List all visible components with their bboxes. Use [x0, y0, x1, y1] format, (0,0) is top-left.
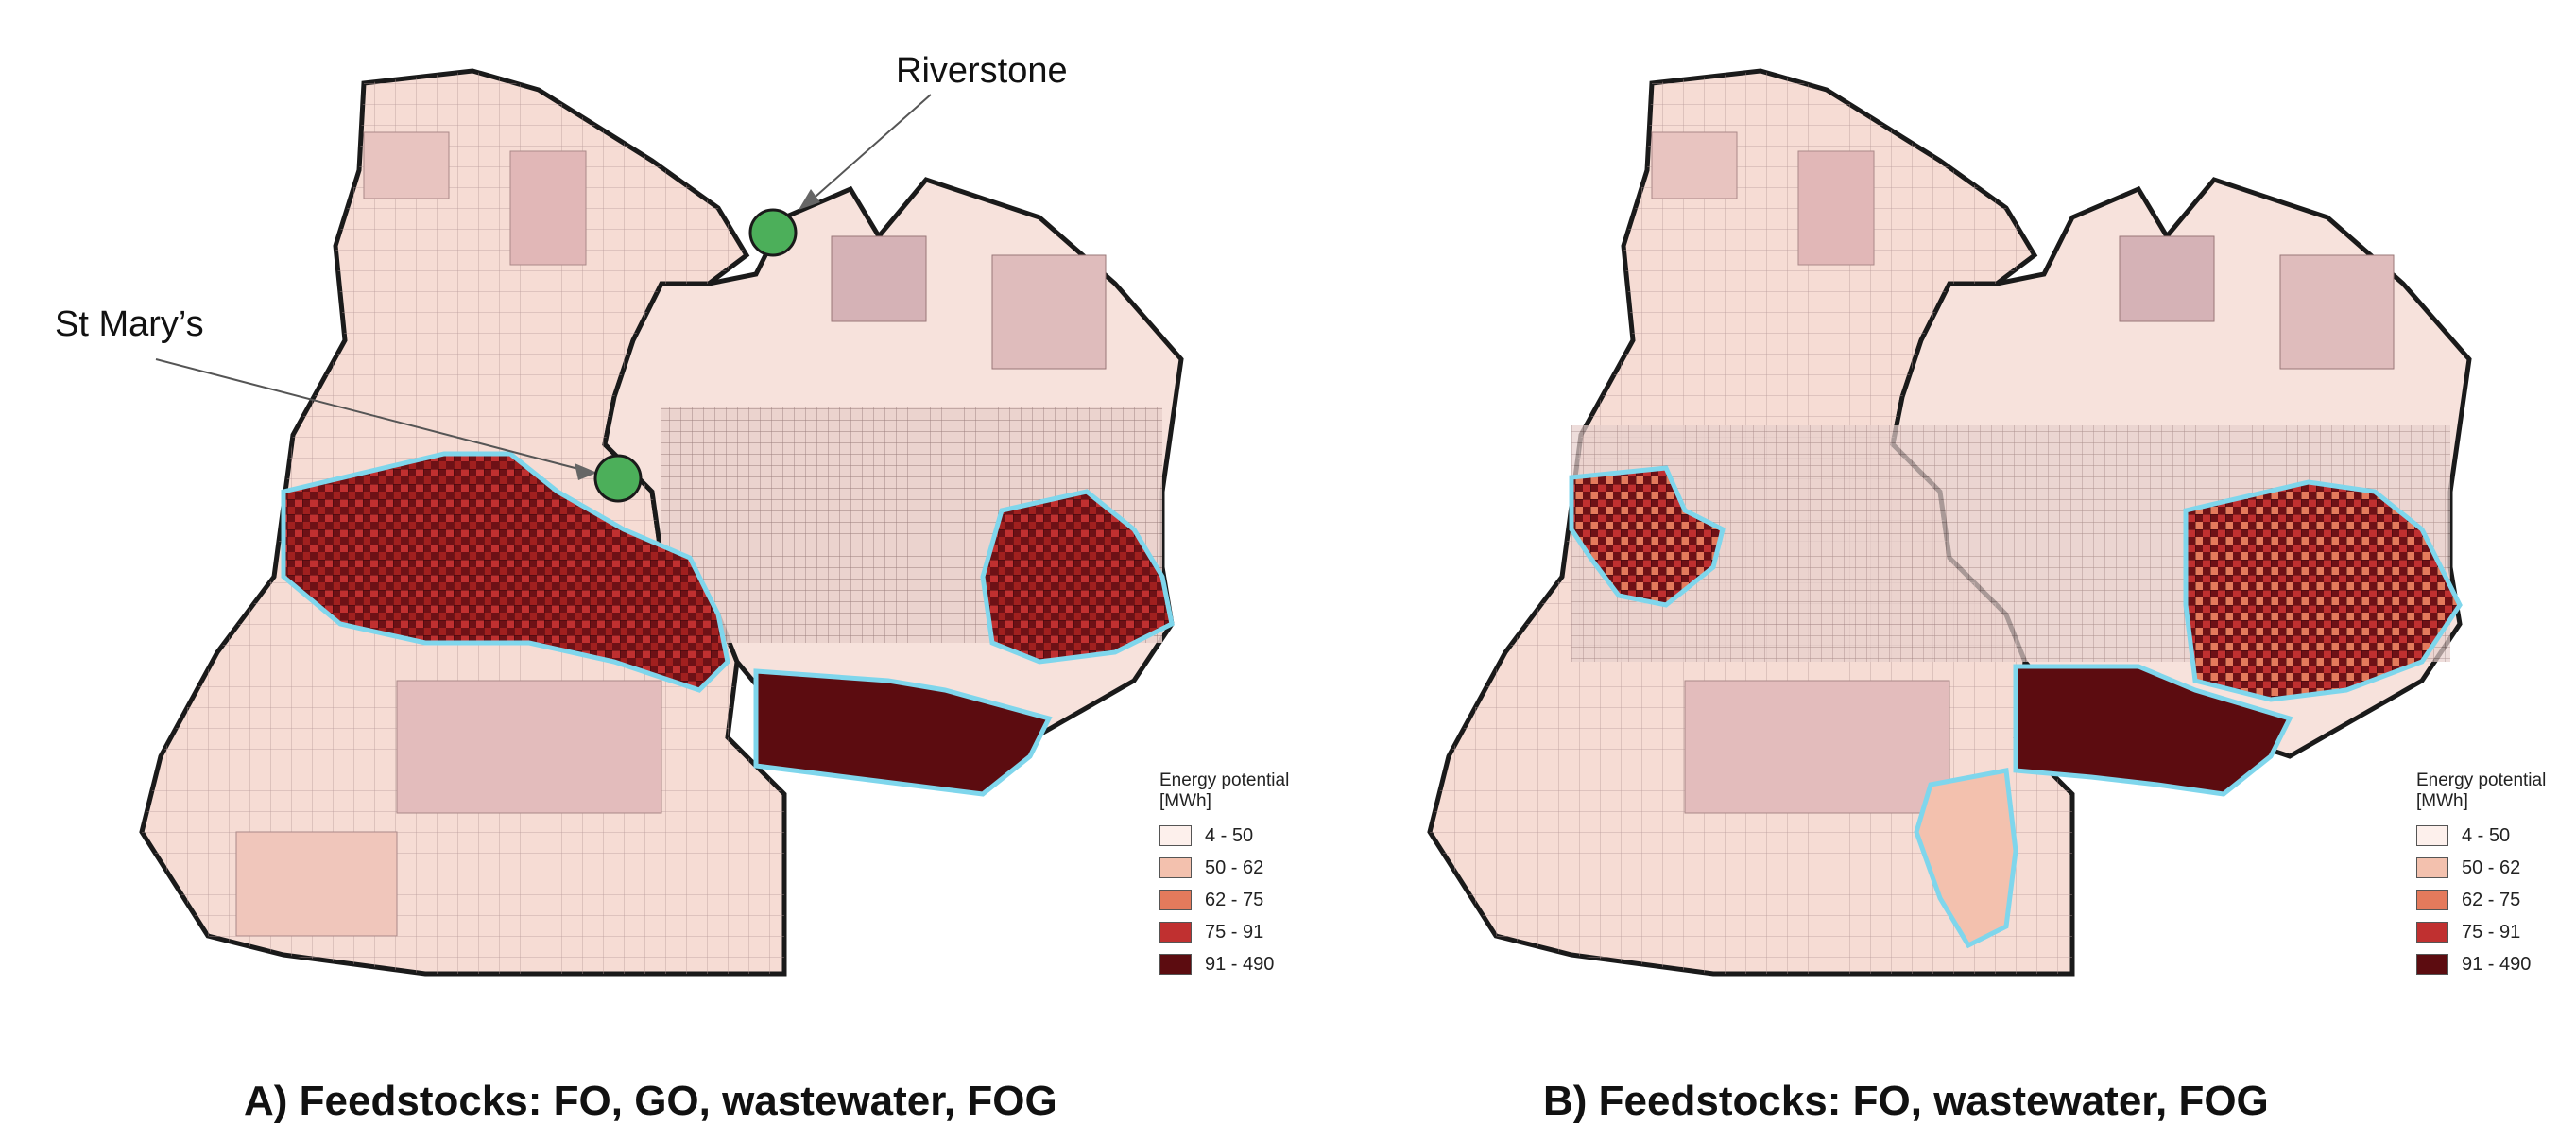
- muted-tract-4: [2119, 235, 2215, 322]
- legend-label: 50 - 62: [2462, 856, 2521, 878]
- muted-tract-4: [831, 235, 927, 322]
- legend-label: 62 - 75: [2462, 889, 2521, 910]
- muted-tract-2: [1797, 150, 1875, 266]
- st-marys-arrowhead: [575, 463, 597, 480]
- legend-swatch: [1159, 825, 1192, 846]
- muted-tract-3: [396, 680, 662, 814]
- panel-caption-a: A) Feedstocks: FO, GO, wastewater, FOG: [244, 1078, 1057, 1124]
- riverstone-plant-marker: [748, 208, 798, 257]
- legend-title: Energy potential [MWh]: [2416, 770, 2547, 811]
- high-potential-zone-east: [2183, 479, 2463, 702]
- legend-swatch: [2416, 825, 2448, 846]
- muted-tract-5: [2279, 254, 2395, 370]
- legend-label: 50 - 62: [1205, 856, 1264, 878]
- muted-tract-1: [1651, 131, 1738, 199]
- legend-swatch: [2416, 857, 2448, 878]
- legend-label: 91 - 490: [1205, 953, 1275, 975]
- muted-tract-6: [235, 831, 398, 937]
- high-potential-zone-east: [980, 489, 1175, 665]
- riverstone-label: Riverstone: [896, 51, 1068, 91]
- riverstone-leader-line: [807, 94, 932, 204]
- legend-item: 4 - 50: [2416, 820, 2576, 852]
- legend-item: 91 - 490: [1159, 948, 1330, 980]
- legend-item: 4 - 50: [1159, 820, 1330, 852]
- map-panel-a: Riverstone St Mary’s Energy potential [M…: [55, 51, 1289, 1124]
- legend-b: Energy potential [MWh] 4 - 50 50 - 62 62…: [2416, 770, 2576, 980]
- muted-tract-3: [1684, 680, 1950, 814]
- high-potential-zone-west: [281, 451, 730, 693]
- legend-label: 4 - 50: [1205, 824, 1254, 846]
- legend-swatch: [1159, 922, 1192, 943]
- legend-swatch: [2416, 954, 2448, 975]
- legend-item: 75 - 91: [1159, 916, 1330, 948]
- legend-swatch: [2416, 922, 2448, 943]
- st-marys-leader-line: [155, 358, 587, 472]
- legend-label: 75 - 91: [1205, 921, 1264, 943]
- legend-title: Energy potential [MWh]: [1159, 770, 1290, 811]
- legend-swatch: [1159, 857, 1192, 878]
- legend-item: 91 - 490: [2416, 948, 2576, 980]
- legend-label: 91 - 490: [2462, 953, 2532, 975]
- st-marys-plant-marker: [593, 454, 643, 503]
- legend-label: 75 - 91: [2462, 921, 2521, 943]
- legend-label: 4 - 50: [2462, 824, 2511, 846]
- muted-tract-5: [991, 254, 1107, 370]
- high-potential-zone-south: [2013, 664, 2293, 797]
- high-potential-zone-south: [753, 668, 1053, 797]
- panel-caption-b: B) Feedstocks: FO, wastewater, FOG: [1543, 1078, 2269, 1124]
- legend-a: Energy potential [MWh] 4 - 50 50 - 62 62…: [1159, 770, 1330, 980]
- legend-swatch: [1159, 890, 1192, 910]
- legend-item: 50 - 62: [1159, 852, 1330, 884]
- muted-tract-1: [363, 131, 450, 199]
- legend-swatch: [2416, 890, 2448, 910]
- high-potential-zone-west: [1569, 465, 1726, 608]
- legend-item: 50 - 62: [2416, 852, 2576, 884]
- legend-item: 75 - 91: [2416, 916, 2576, 948]
- legend-item: 62 - 75: [1159, 884, 1330, 916]
- moderate-potential-zone-south: [1914, 768, 2018, 949]
- map-b: [1427, 68, 2472, 977]
- st-marys-label: St Mary’s: [55, 304, 204, 344]
- legend-item: 62 - 75: [2416, 884, 2576, 916]
- map-panel-b: Energy potential [MWh] 4 - 50 50 - 62 62…: [1288, 0, 2576, 1142]
- muted-tract-2: [509, 150, 587, 266]
- map-a: [139, 68, 1184, 977]
- riverstone-arrowhead: [799, 189, 820, 210]
- legend-swatch: [1159, 954, 1192, 975]
- legend-label: 62 - 75: [1205, 889, 1264, 910]
